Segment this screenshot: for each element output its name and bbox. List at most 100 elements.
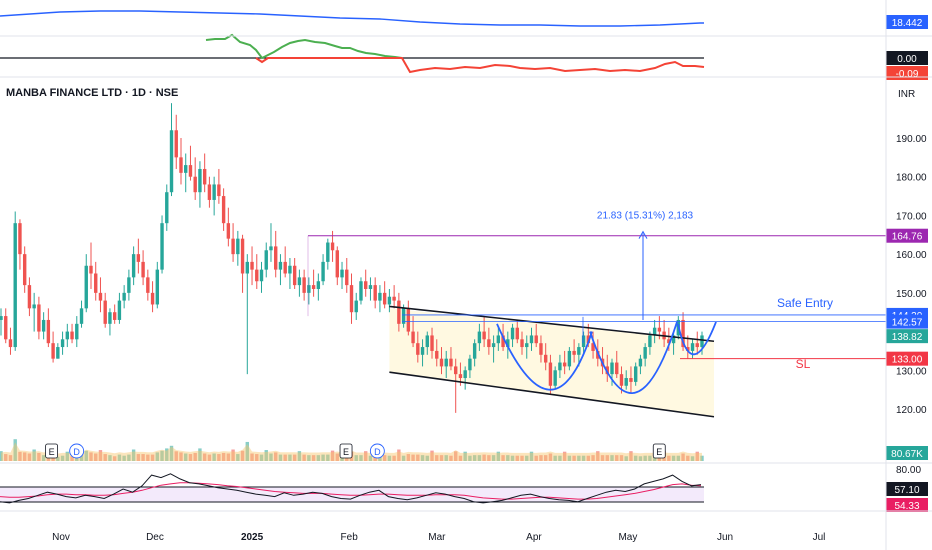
candle-body [472, 343, 477, 359]
mid-indicator-positive-line [205, 33, 403, 60]
x-tick-label: Feb [341, 532, 359, 543]
volume-bar [94, 453, 98, 461]
candle-body [520, 339, 524, 348]
candle-body [686, 347, 690, 351]
candle-body [56, 347, 60, 359]
candle-body [212, 184, 216, 200]
earnings-marker[interactable] [45, 443, 59, 459]
candle-body [292, 265, 297, 286]
rsi-panel [0, 473, 704, 504]
volume-badge-label: 80.67K [891, 449, 923, 460]
volume-bar [283, 454, 287, 461]
candle-body [420, 347, 425, 355]
candle-body [633, 366, 638, 382]
candle-body [269, 246, 273, 251]
volume-bar [487, 455, 491, 461]
volume-bar [292, 454, 297, 461]
mid-indicator-negative-line [255, 57, 705, 74]
volume-bar [32, 449, 36, 461]
y-tick-label: 150.00 [896, 289, 927, 300]
candle-body [240, 238, 245, 274]
candle-body [307, 285, 311, 293]
currency-label[interactable]: INR [898, 89, 916, 100]
candle-body [572, 350, 576, 355]
event-marker-label: E [49, 447, 55, 457]
rsi-ema-badge-label: 54.33 [894, 501, 919, 512]
candle-body [188, 165, 193, 177]
volume-bar [681, 453, 685, 461]
candle-body [8, 339, 13, 348]
volume-bar [13, 439, 17, 461]
candle-body [165, 192, 169, 224]
volume-bar [472, 455, 477, 461]
candle-body [255, 269, 259, 282]
volume-bar [686, 455, 690, 461]
earnings-marker[interactable] [652, 443, 666, 459]
volume-bar [22, 452, 27, 461]
volume-bar [638, 456, 643, 461]
candle-body [401, 308, 406, 324]
volume-bar [643, 455, 647, 461]
dividend-marker[interactable] [69, 443, 85, 459]
candle-body [487, 339, 491, 348]
dividend-marker[interactable] [369, 443, 385, 459]
candle-body [335, 250, 339, 278]
volume-bar [155, 452, 160, 461]
candle-body [174, 130, 178, 158]
candles [0, 103, 704, 413]
candle-body [657, 327, 662, 332]
volume-bar [615, 455, 619, 461]
candle-body [108, 312, 112, 324]
volume-bar [401, 455, 406, 461]
volume-bar [141, 454, 145, 461]
rsi-line [0, 473, 702, 504]
candle-body [98, 292, 103, 301]
candle-body [444, 358, 448, 367]
candle-body [259, 269, 264, 282]
candle-body [543, 354, 548, 363]
volume-bar [245, 441, 249, 461]
event-marker-label: D [374, 447, 381, 457]
volume-bar [174, 451, 178, 461]
measure-label: 21.83 (15.31%) 2,183 [597, 211, 694, 222]
volume-bar [179, 452, 183, 461]
candle-body [179, 157, 183, 173]
candle-body [37, 304, 41, 332]
candle-body [548, 362, 553, 386]
candle-body [506, 339, 510, 348]
candle-body [32, 304, 36, 309]
volume-bar [288, 454, 292, 461]
candle-body [27, 285, 32, 309]
candle-body [397, 300, 401, 324]
volume-bar [648, 455, 652, 461]
volume-bar [335, 453, 339, 461]
candle-body [491, 343, 496, 348]
candle-body [302, 277, 306, 293]
candle-body [477, 331, 482, 344]
volume-bar [255, 454, 259, 461]
volume-bar [240, 450, 245, 461]
volume-bar [548, 453, 553, 461]
price-badge-label: 138.82 [892, 332, 923, 343]
volume-bar [572, 455, 576, 461]
x-tick-label: Nov [52, 532, 70, 543]
earnings-marker[interactable] [339, 443, 353, 459]
volume-bar [98, 450, 103, 461]
volume-bar [193, 452, 197, 461]
x-tick-label: Apr [526, 532, 542, 543]
volume-bar [122, 455, 126, 461]
top-indicator-badge-label: 18.442 [892, 18, 923, 29]
candle-body [146, 277, 150, 293]
candle-body [463, 370, 467, 379]
volume-bar [160, 450, 164, 461]
volume-bar [184, 453, 188, 461]
volume-bar [302, 454, 306, 461]
candle-body [349, 285, 354, 313]
candle-body [311, 285, 316, 289]
volume-bar [610, 455, 614, 461]
rsi-upper-label: 80.00 [896, 465, 921, 476]
candle-body [283, 261, 287, 274]
x-tick-label: Dec [146, 532, 164, 543]
candle-body [458, 374, 463, 379]
